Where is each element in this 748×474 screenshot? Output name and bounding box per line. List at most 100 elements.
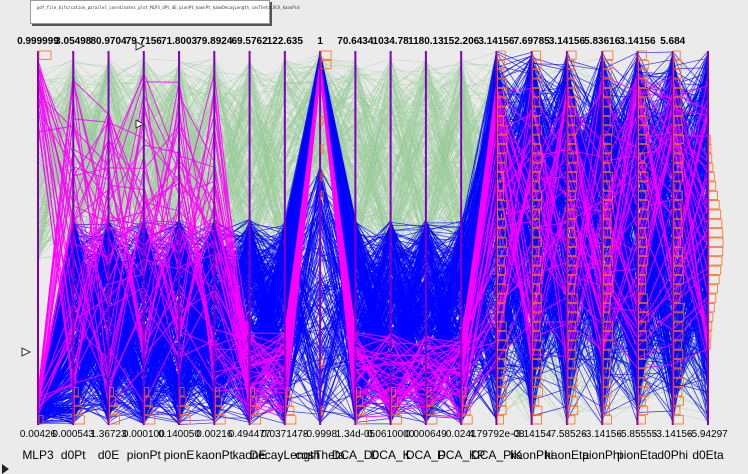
series-line-magenta xyxy=(37,62,709,412)
histogram-bin xyxy=(497,405,507,416)
histogram-bin xyxy=(638,69,648,79)
histogram-bin xyxy=(497,78,507,88)
histogram-bin xyxy=(532,405,543,416)
title-text: pdf_file_bifurcation_parallel_coordinate… xyxy=(37,5,300,10)
axis-name-label: DecayLength xyxy=(249,448,320,462)
histogram-bin xyxy=(602,50,614,60)
histogram-bin xyxy=(673,256,683,266)
histogram-bin xyxy=(532,78,543,88)
histogram-bin xyxy=(567,274,577,285)
histogram-bin xyxy=(497,88,508,98)
range-marker-icon xyxy=(21,347,32,357)
histogram-bin xyxy=(567,88,578,98)
histogram-bin xyxy=(638,405,649,416)
histogram-bin xyxy=(567,387,576,397)
histogram-bin xyxy=(144,415,156,425)
histogram-bin xyxy=(638,274,646,285)
histogram-bin xyxy=(497,377,506,388)
histogram-bin xyxy=(567,415,576,425)
axis-max-label: 1034.78 xyxy=(373,36,410,47)
histogram-bin xyxy=(73,387,79,397)
histogram-bin xyxy=(532,303,542,313)
histogram-bin xyxy=(497,153,507,163)
histogram-bin xyxy=(497,349,507,359)
histogram-bin xyxy=(532,172,541,182)
histogram-bin xyxy=(638,116,648,126)
histogram-bin xyxy=(567,265,577,275)
axis-name-label: MLP3 xyxy=(22,448,54,462)
histogram-bin xyxy=(673,377,684,388)
corner-triangle-icon xyxy=(2,464,9,474)
axis-max-label: 80.9704 xyxy=(90,36,127,47)
histogram-bin xyxy=(638,284,646,294)
histogram-bin xyxy=(320,172,324,182)
histogram-bin xyxy=(567,349,577,359)
histogram-bin xyxy=(497,387,507,397)
histogram-bin xyxy=(638,209,649,219)
histogram-bin xyxy=(602,312,611,322)
axis-name-label: DCA_KP xyxy=(437,448,485,462)
histogram-bin xyxy=(638,218,649,229)
histogram-bin xyxy=(179,415,191,425)
axis-name-label: DCA_K xyxy=(371,448,411,462)
histogram-bin xyxy=(638,312,649,322)
histogram-bin xyxy=(497,172,504,182)
histogram-bin xyxy=(355,387,361,397)
axis-min-label: -3.14156 xyxy=(582,429,622,440)
histogram-bin xyxy=(532,359,543,369)
histogram-bin xyxy=(532,312,541,322)
histogram-bin xyxy=(497,97,508,107)
series-line-green xyxy=(37,54,709,331)
histogram-bin xyxy=(673,312,685,322)
histogram-bin xyxy=(602,237,613,247)
histogram-bin xyxy=(497,293,506,303)
histogram-bin xyxy=(673,368,683,378)
histogram-bin xyxy=(708,162,714,172)
histogram-bin xyxy=(567,312,579,322)
histogram-bin xyxy=(355,415,367,425)
histogram-bin xyxy=(708,256,723,266)
histogram-bin xyxy=(708,209,722,219)
histogram-bin xyxy=(320,59,332,70)
histogram-bin xyxy=(250,405,259,416)
histogram-bin xyxy=(532,228,541,238)
histogram-bin xyxy=(497,312,505,322)
series-line-magenta xyxy=(37,68,709,420)
histogram-bin xyxy=(673,321,683,331)
histogram-bin xyxy=(638,321,647,331)
histogram-bin xyxy=(602,134,612,144)
histogram-bin xyxy=(567,405,579,416)
histogram-bin xyxy=(673,88,682,98)
range-marker-icon xyxy=(135,119,146,129)
histogram-bin xyxy=(567,144,577,154)
histogram-bin xyxy=(602,368,610,378)
histogram-bin xyxy=(497,162,506,172)
histogram-bin xyxy=(497,134,508,144)
axis-max-label: 1180.13 xyxy=(408,36,444,47)
series-line-magenta xyxy=(37,67,709,417)
histogram-bin xyxy=(602,415,612,425)
axis-max-label: 152.206 xyxy=(443,36,480,47)
axis-name-label: cosTheta xyxy=(295,448,345,462)
series-line-blue xyxy=(37,66,709,422)
histogram-bin xyxy=(532,218,541,229)
histogram-bin xyxy=(673,246,684,257)
histogram-bin xyxy=(708,153,713,163)
histogram-bin xyxy=(497,303,505,313)
histogram-bin xyxy=(285,396,293,406)
histogram-bin xyxy=(673,218,682,229)
histogram-bin xyxy=(38,415,44,425)
series-line-magenta xyxy=(37,67,709,418)
axis-name-label: DCA_P xyxy=(406,448,446,462)
axis-max-label: 70.6434 xyxy=(337,36,374,47)
histogram-bin xyxy=(567,172,577,182)
histogram-bin xyxy=(602,405,610,416)
histogram-bin xyxy=(250,396,257,406)
histogram-bin xyxy=(320,144,324,154)
histogram-bin xyxy=(567,396,578,406)
histogram-bin xyxy=(109,415,120,425)
histogram-bin xyxy=(708,246,724,257)
axis-max-label: 0.999999 xyxy=(17,36,59,47)
axis-min-label: -0.9998 xyxy=(303,429,337,440)
